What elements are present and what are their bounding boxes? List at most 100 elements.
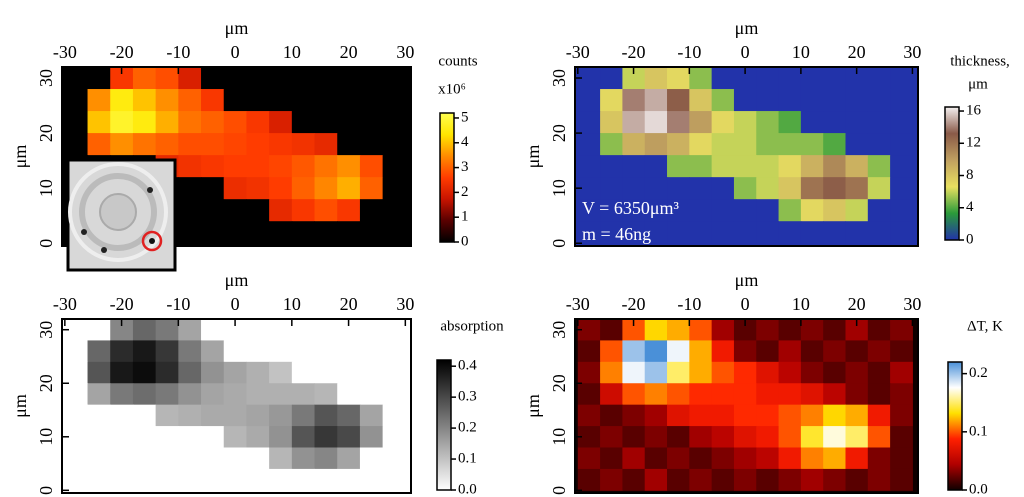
heatmap-cell [155,404,179,427]
heatmap-cell [823,383,846,406]
heatmap-cell [845,468,869,491]
heatmap-cell [359,111,384,134]
heatmap-cell [110,133,134,156]
heatmap-cell [667,67,690,90]
heatmap-cell [622,89,646,112]
x-tick-label: -30 [53,294,77,314]
heatmap-cell [733,447,757,470]
heatmap-cell [711,361,735,384]
y-tick-label: 20 [36,374,56,392]
heatmap-cell [87,319,111,341]
heatmap-cell [178,221,202,244]
heatmap-cell [600,361,623,384]
heatmap-cell [87,426,111,448]
heatmap-cell [756,155,780,178]
y-tick-label: 0 [36,239,56,248]
heatmap-cell [87,404,111,427]
heatmap-cell [64,133,89,156]
heatmap-cell [823,319,846,341]
heatmap-cell [667,133,690,156]
heatmap-cell [178,383,202,406]
heatmap-cell [867,111,891,134]
heatmap-cell [87,111,111,134]
heatmap-cell [337,340,361,363]
heatmap-cell [800,340,824,363]
colorbar-tick-label: 0 [461,233,469,249]
heatmap-cell [600,89,623,112]
heatmap-cell [178,340,202,363]
colorbar [436,359,452,491]
heatmap-cell [359,361,384,384]
heatmap-cell [823,404,846,427]
heatmap-cell [291,133,316,156]
heatmap-cell [64,340,89,363]
x-tick-label: -30 [566,42,590,62]
heatmap-cell [64,89,89,112]
heatmap-cell [577,177,601,200]
heatmap-cell [577,340,601,363]
heatmap-cell [337,383,361,406]
heatmap-cell [733,404,757,427]
heatmap-cell [337,426,361,448]
heatmap-cell [314,404,338,427]
heatmap-cell [867,383,891,406]
heatmap-cell [291,221,316,244]
heatmap-cell [314,447,338,470]
heatmap-cell [337,361,361,384]
heatmap-cell [291,199,316,222]
heatmap-cell [110,319,134,341]
heatmap-cell [823,426,846,448]
heatmap-cell [359,447,384,470]
heatmap-cell [778,133,802,156]
heatmap-cell [64,383,89,406]
heatmap-cell [756,319,780,341]
heatmap-cell [733,67,757,90]
plot-frame [574,318,919,494]
heatmap-cell [778,199,802,222]
heatmap-cell [823,111,846,134]
heatmap-cell [622,404,646,427]
heatmap-cell [689,155,713,178]
heatmap-cell [756,89,780,112]
heatmap-cell [269,361,293,384]
colorbar [944,106,960,241]
y-tick-label: 30 [549,321,569,339]
heatmap-cell [110,89,134,112]
heatmap-cell [269,404,293,427]
heatmap-cells [64,67,406,244]
heatmap-cell [823,340,846,363]
colorbar-tick-label: 0.3 [458,389,477,405]
heatmap-cell [337,447,361,470]
heatmap-cell [823,89,846,112]
heatmap-cell [756,133,780,156]
heatmap-cell [600,67,623,90]
heatmap-cell [800,155,824,178]
heatmap-cell [644,133,668,156]
heatmap-cell [314,340,338,363]
y-tick-label: 20 [549,374,569,392]
heatmap-cell [246,468,270,491]
heatmap-cell [689,468,713,491]
y-axis-title: μm [10,145,30,169]
plots: -30 -20 -10 0 10 20 300102030μmμm012345countsx… [10,18,1010,497]
heatmap-cell [756,221,780,244]
heatmap-cell [314,111,338,134]
heatmap-cell [756,468,780,491]
heatmap-cell [711,426,735,448]
heatmap-cell [223,177,247,200]
heatmap-cell [314,221,338,244]
heatmap-cell [622,133,646,156]
heatmap-cell [600,221,623,244]
heatmap-cell [890,447,913,470]
heatmap-cell [382,177,406,200]
heatmap-cell [778,67,802,90]
heatmap-cell [867,67,891,90]
heatmap-cell [359,404,384,427]
x-tick-label: 10 [792,294,810,314]
heatmap-cell [711,67,735,90]
heatmap-cell [155,447,179,470]
heatmap-cell [223,221,247,244]
heatmap-cell [667,111,690,134]
heatmap-cell [178,155,202,178]
heatmap-cell [246,67,270,90]
